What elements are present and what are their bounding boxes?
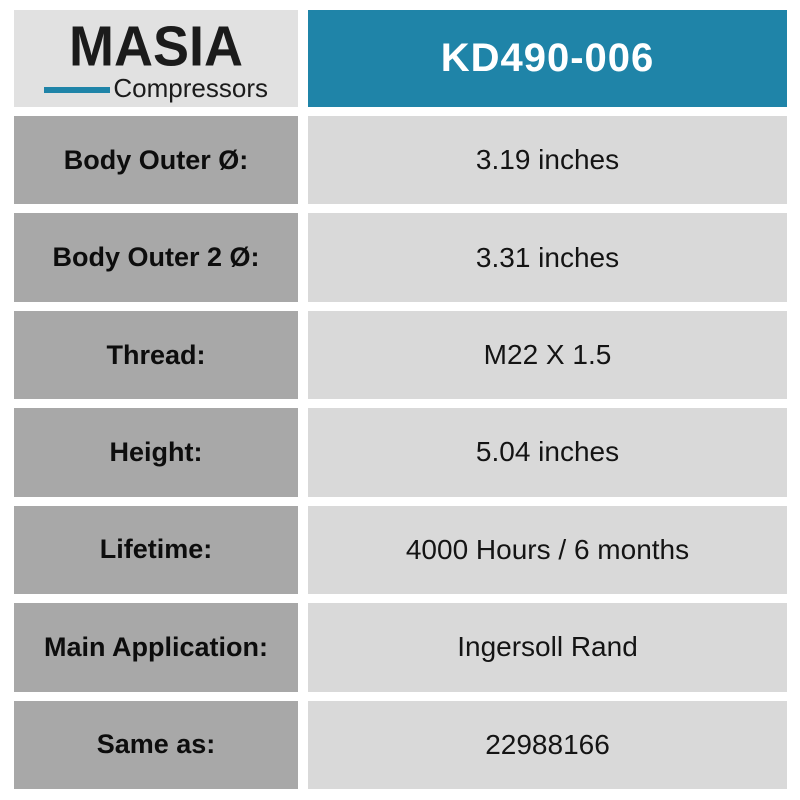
brand-logo: MASIA Compressors [14,10,298,107]
spec-label-main-application: Main Application: [14,603,298,692]
spec-value-height: 5.04 inches [308,408,787,497]
brand-tagline: Compressors [113,73,268,103]
spec-value-main-application: Ingersoll Rand [308,603,787,692]
spec-label-body-outer-2-diameter: Body Outer 2 Ø: [14,213,298,302]
part-number-header: KD490-006 [308,10,787,107]
spec-value-body-outer-diameter: 3.19 inches [308,116,787,205]
spec-value-body-outer-2-diameter: 3.31 inches [308,213,787,302]
spec-label-same-as: Same as: [14,700,298,789]
brand-name: MASIA [69,15,243,79]
spec-label-body-outer-diameter: Body Outer Ø: [14,116,298,205]
spec-value-lifetime: 4000 Hours / 6 months [308,505,787,595]
spec-label-lifetime: Lifetime: [14,505,298,595]
spec-label-height: Height: [14,408,298,497]
spec-value-thread: M22 X 1.5 [308,310,787,400]
spec-value-same-as: 22988166 [308,700,787,789]
brand-accent-bar [44,87,111,93]
spec-label-thread: Thread: [14,310,298,400]
spec-table: MASIA Compressors KD490-006 Body Outer Ø… [14,10,787,789]
brand-tagline-row: Compressors [44,75,268,101]
